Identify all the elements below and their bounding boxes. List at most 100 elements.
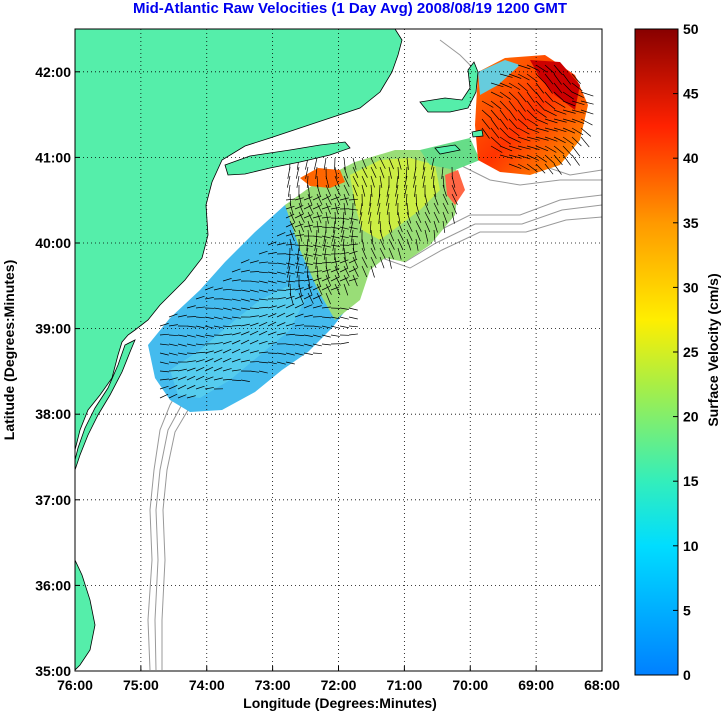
velocity-vector [285,295,295,300]
velocity-vector [415,238,419,251]
velocity-vector [499,82,513,89]
velocity-vector [314,247,318,260]
velocity-vector [526,136,540,141]
velocity-vector [177,352,187,355]
velocity-vector [526,73,538,83]
velocity-vector [343,265,350,277]
velocity-vector [312,195,322,201]
velocity-vector [431,157,435,170]
velocity-vector [321,216,331,219]
colorbar-tick-label: 15 [683,473,699,489]
velocity-vector [249,307,260,309]
velocity-vector [334,166,338,179]
velocity-vector [359,202,363,215]
velocity-vector [285,222,295,228]
velocity-vector [186,343,196,347]
lat-tick-label: 37:00 [35,492,71,508]
colorbar-ticks: 0 5 10 15 20 25 30 35 40 45 50 [673,21,699,683]
velocity-vector [424,220,431,233]
velocity-vector [379,166,385,179]
velocity-vector [285,280,295,283]
velocity-vector [571,82,583,92]
velocity-vector [379,175,383,188]
velocity-vector [377,193,381,206]
velocity-vector [368,202,372,215]
velocity-vector [369,220,372,233]
velocity-vector [213,377,223,381]
velocity-vector [285,233,295,237]
velocity-vector [186,305,196,309]
velocity-vector [544,136,558,142]
velocity-vector [397,166,400,179]
velocity-vector [294,234,304,237]
velocity-vector [451,184,458,197]
velocity-vector [379,220,382,233]
velocity-vector [276,280,286,284]
velocity-vector [526,100,536,112]
velocity-vector [195,306,205,309]
velocity-vector [370,157,377,169]
velocity-vector [352,265,359,277]
velocity-vector [222,357,232,363]
velocity-vector [404,184,408,197]
velocity-vector [490,136,501,147]
velocity-vector [361,265,368,278]
velocity-vector [334,193,341,206]
velocity-vector [312,215,322,219]
velocity-vector [222,340,232,345]
velocity-vector [424,202,430,215]
colorbar-gradient [634,28,679,676]
velocity-vector [415,229,421,242]
velocity-vector [481,118,491,130]
velocity-vector [499,109,508,121]
velocity-vector [508,73,522,79]
velocity-vector [195,359,205,363]
velocity-vector [276,304,286,309]
velocity-vector [343,274,350,286]
velocity-vector [553,64,563,76]
latitude-axis: 35:00 36:00 37:00 38:00 39:00 40:00 41:00 42:00 [35,64,80,679]
velocity-vector [296,247,300,260]
velocity-vector [276,361,286,365]
velocity-vector [258,351,268,354]
velocity-vector [307,283,313,296]
velocity-vector [307,292,314,304]
velocity-vector [334,211,337,224]
velocity-vector [285,213,295,219]
velocity-vector [316,292,323,304]
velocity-vector [404,175,408,188]
velocity-vector [231,298,241,302]
velocity-vector [276,332,286,336]
velocity-vector [177,384,187,390]
velocity-vector [231,307,241,311]
velocity-vector [368,211,372,224]
colorbar-tick-label: 20 [683,409,699,425]
velocity-vector [159,361,169,365]
velocity-vector [312,334,322,338]
colorbar-tick-label: 40 [683,150,699,166]
lon-tick-label: 73:00 [255,677,291,693]
velocity-vector [323,157,327,170]
velocity-vector [535,109,547,118]
velocity-vector [334,256,338,269]
velocity-vector [159,393,169,399]
velocity-vector [388,157,394,170]
colorbar-tick-label: 10 [683,538,699,554]
velocity-vector [490,145,503,153]
velocity-vector [294,287,304,291]
velocity-vector [481,100,494,108]
velocity-vector [526,118,539,127]
velocity-vector [415,211,422,224]
velocity-vector [316,184,321,197]
velocity-vector [379,247,386,259]
velocity-vector [330,325,340,329]
velocity-vector [231,369,241,372]
velocity-vector [321,269,331,273]
velocity-vector [343,202,346,215]
velocity-vector [508,109,517,121]
velocity-vector [341,220,345,233]
velocity-vector [535,91,544,103]
velocity-vector [306,238,309,251]
velocity-vector [388,238,395,250]
lat-tick-label: 39:00 [35,321,71,337]
